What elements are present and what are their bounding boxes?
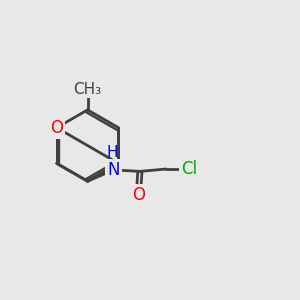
Text: Cl: Cl — [181, 160, 197, 178]
Text: O: O — [50, 119, 63, 137]
Text: CH₃: CH₃ — [74, 82, 102, 97]
Text: H: H — [106, 146, 118, 160]
Text: N: N — [107, 161, 120, 179]
Text: O: O — [132, 186, 145, 204]
